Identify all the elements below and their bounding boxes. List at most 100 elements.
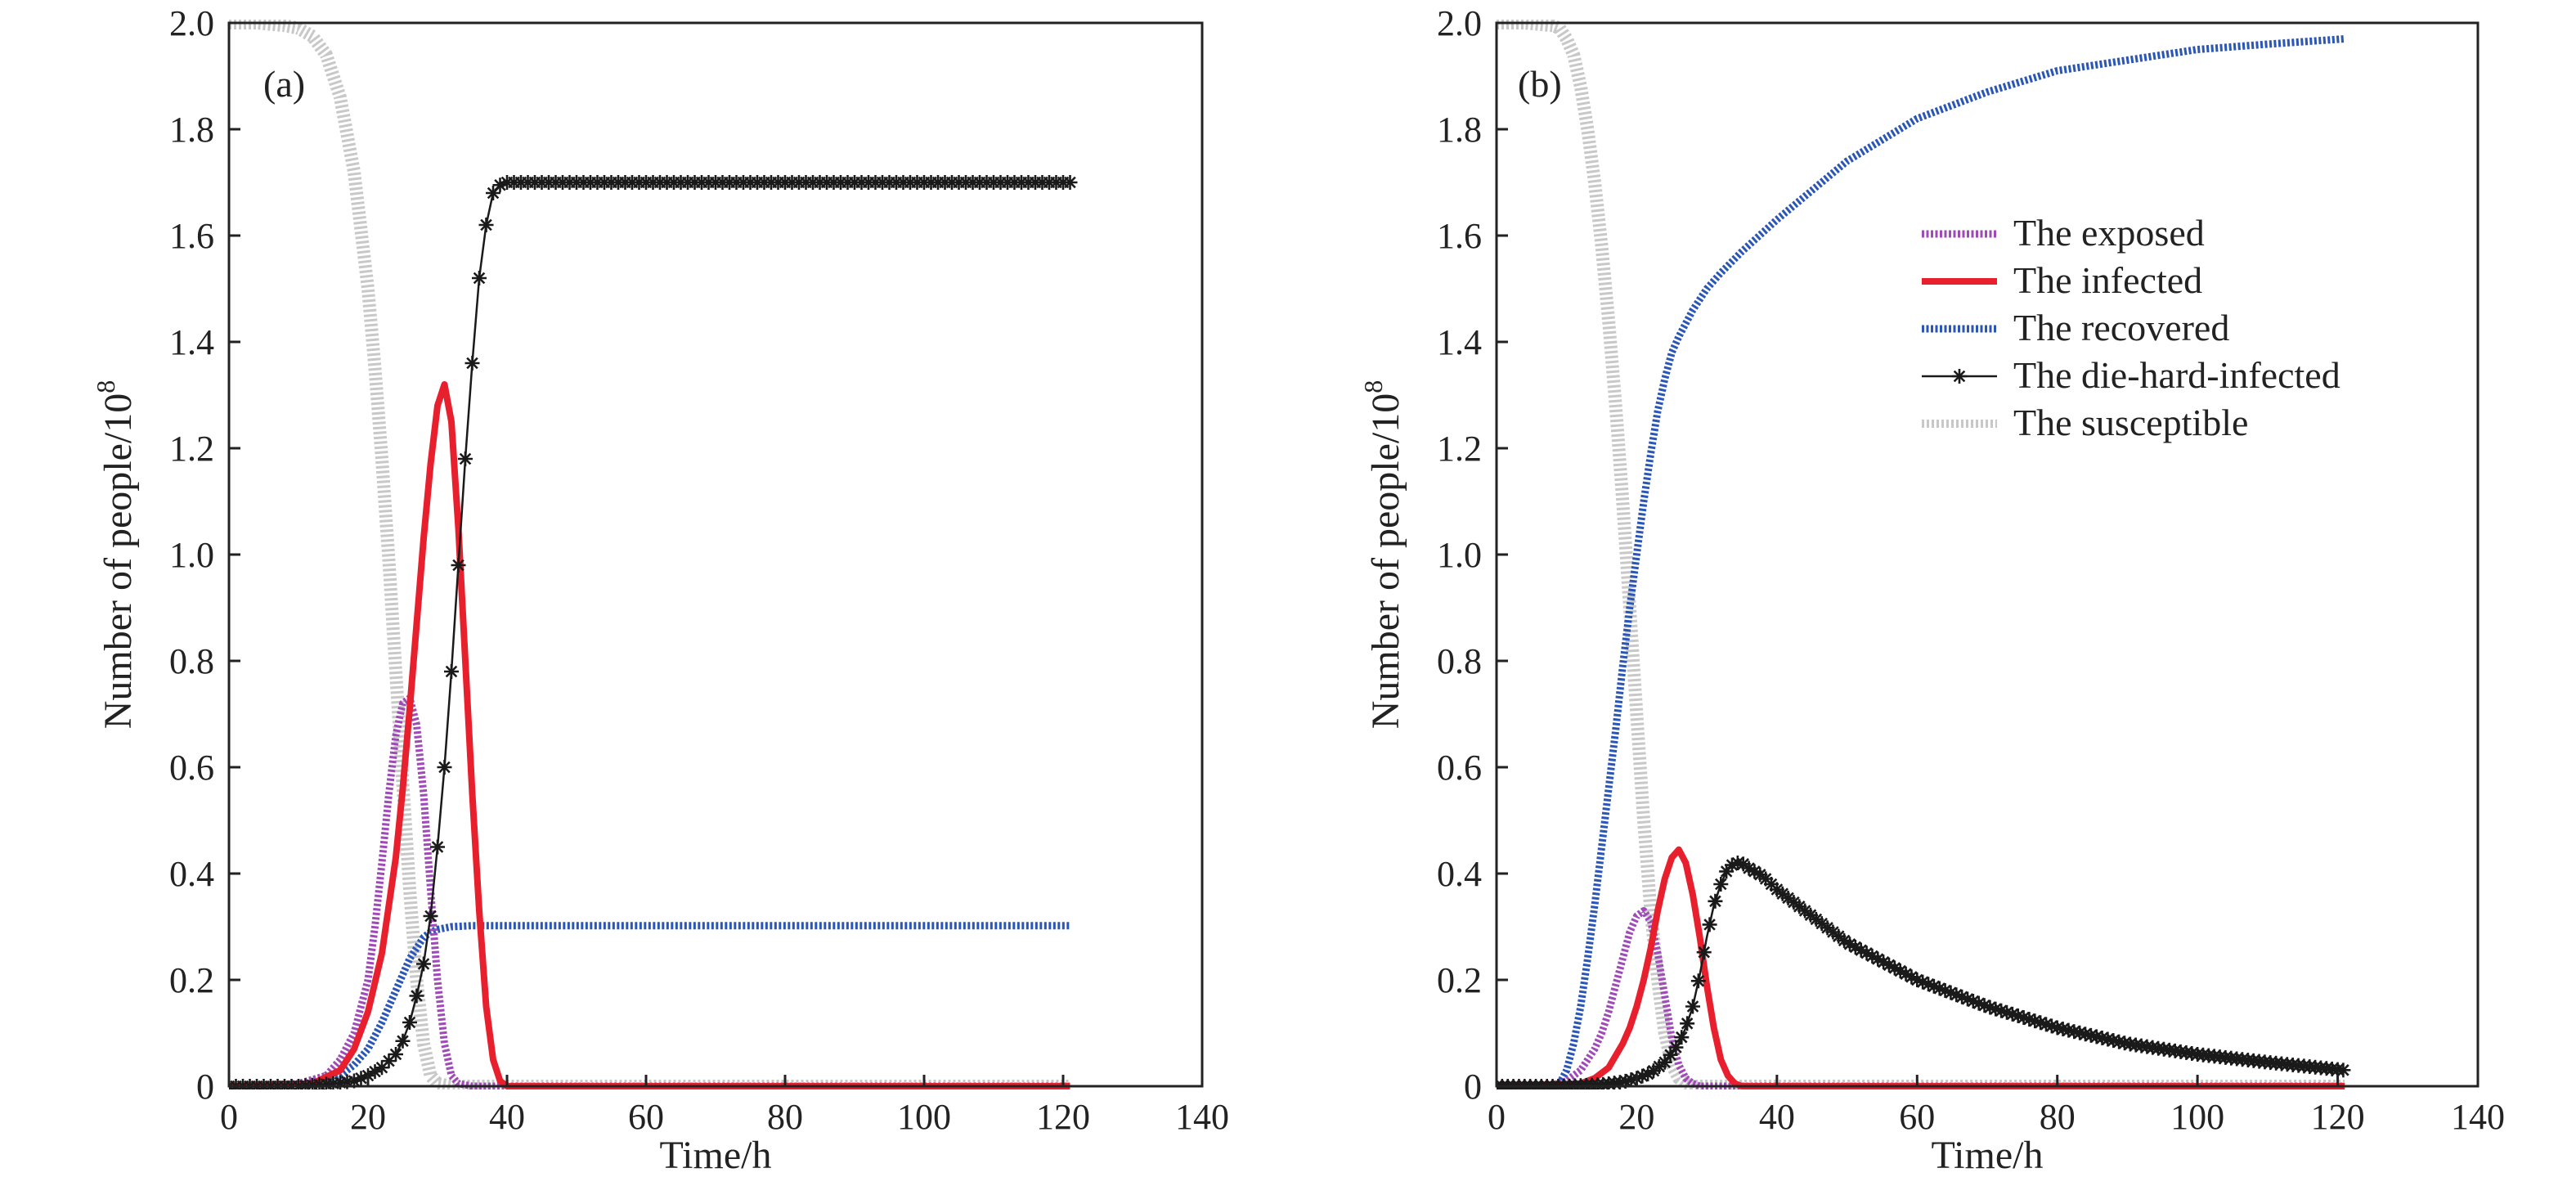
data-point-die-hard-infected xyxy=(2055,1022,2071,1037)
data-point-die-hard-infected xyxy=(402,1015,417,1030)
series-line-exposed xyxy=(229,694,1070,1089)
x-tick-label: 40 xyxy=(489,1097,525,1137)
panel-a-x-axis: 0 20 40 60 80 100 120 140 xyxy=(220,1075,1229,1137)
data-point-die-hard-infected xyxy=(1657,1054,1672,1070)
y-tick-label: 1.6 xyxy=(169,216,214,256)
series-die-hard-infected xyxy=(1497,856,2351,1089)
x-tick-label: 20 xyxy=(1618,1097,1654,1137)
x-tick-label: 60 xyxy=(1899,1097,1935,1137)
panel-a-plot-area xyxy=(229,20,1078,1089)
y-tick-label: 0.8 xyxy=(1437,641,1482,681)
series-recovered xyxy=(1497,35,2345,1089)
x-tick-label: 20 xyxy=(350,1097,386,1137)
panel-b-x-axis: 0 20 40 60 80 100 120 140 xyxy=(1488,1075,2505,1137)
series-infected xyxy=(229,381,1070,1089)
y-tick-label: 1.0 xyxy=(169,535,214,575)
series-exposed xyxy=(229,694,1070,1089)
x-tick-label: 140 xyxy=(1175,1097,1229,1137)
panel-b-label: (b) xyxy=(1518,63,1562,105)
y-tick-label: 0 xyxy=(1464,1067,1482,1107)
data-point-die-hard-infected xyxy=(1680,1016,1695,1031)
series-line-exposed xyxy=(1497,907,2345,1089)
legend-item-infected: The infected xyxy=(1922,259,2202,301)
y-tick-label: 1.0 xyxy=(1437,535,1482,575)
panel-a-y-axis-title: Number of people/108 xyxy=(91,380,140,730)
y-tick-label: 0.4 xyxy=(1437,854,1482,894)
series-die-hard-infected xyxy=(229,175,1078,1089)
panel-b-frame xyxy=(1495,21,2480,1088)
x-tick-label: 0 xyxy=(220,1097,238,1137)
x-tick-label: 100 xyxy=(897,1097,951,1137)
series-recovered xyxy=(229,922,1070,1089)
panel-a-y-axis: 0 0.2 0.4 0.6 0.8 1.0 1.2 1.4 1.6 1.8 2.0 xyxy=(169,3,240,1107)
legend-item-exposed: The exposed xyxy=(1922,212,2205,254)
y-tick-label: 0.6 xyxy=(169,748,214,788)
data-point-die-hard-infected xyxy=(395,1033,411,1049)
series-infected xyxy=(1497,846,2345,1089)
y-tick-label: 2.0 xyxy=(1437,3,1482,43)
data-point-die-hard-infected xyxy=(458,451,473,466)
data-point-die-hard-infected xyxy=(388,1047,403,1062)
y-tick-label: 1.4 xyxy=(169,322,214,362)
series-line-infected xyxy=(229,381,1070,1089)
series-line-die-hard-infected xyxy=(229,181,1070,1088)
y-tick-label: 1.8 xyxy=(169,110,214,150)
legend-label-susceptible: The susceptible xyxy=(2013,402,2248,443)
x-tick-label: 100 xyxy=(2170,1097,2224,1137)
y-tick-label: 0.4 xyxy=(169,854,214,894)
y-tick-label: 0.2 xyxy=(1437,960,1482,1000)
data-point-die-hard-infected xyxy=(1690,973,1706,989)
legend-label-die-hard-infected: The die-hard-infected xyxy=(2013,354,2340,396)
panel-a: 0 20 40 60 80 100 120 140 0 0.2 0.4 0.6 0.8 1.0 1.2 1.… xyxy=(91,3,1229,1177)
data-point-die-hard-infected xyxy=(444,664,459,679)
x-tick-label: 80 xyxy=(2040,1097,2076,1137)
series-line-recovered xyxy=(229,922,1070,1089)
data-point-die-hard-infected xyxy=(1663,1047,1678,1062)
y-tick-label: 1.4 xyxy=(1437,322,1482,362)
panel-b-y-axis: 0 0.2 0.4 0.6 0.8 1.0 1.2 1.4 1.6 1.8 2.0 xyxy=(1437,3,1508,1107)
series-line-susceptible xyxy=(1497,20,2345,1089)
data-point-die-hard-infected xyxy=(1713,877,1729,892)
legend-item-susceptible: The susceptible xyxy=(1922,402,2248,443)
legend-label-recovered: The recovered xyxy=(2013,307,2229,348)
series-exposed xyxy=(1497,907,2345,1089)
x-tick-label: 140 xyxy=(2451,1097,2505,1137)
x-tick-label: 0 xyxy=(1488,1097,1506,1137)
panel-b-y-axis-title-text: Number of people/10 xyxy=(1364,393,1407,730)
panel-a-y-axis-title-exponent: 8 xyxy=(91,380,120,393)
data-point-die-hard-infected xyxy=(1708,893,1723,909)
panel-b-plot-area xyxy=(1497,20,2351,1089)
legend: The exposed The infected The recovered T… xyxy=(1922,212,2340,443)
data-point-die-hard-infected xyxy=(472,271,487,285)
panel-b-y-axis-title: Number of people/108 xyxy=(1358,380,1407,730)
y-tick-label: 1.6 xyxy=(1437,216,1482,256)
y-tick-label: 2.0 xyxy=(169,3,214,43)
legend-label-infected: The infected xyxy=(2013,259,2202,301)
x-tick-label: 40 xyxy=(1759,1097,1795,1137)
data-point-die-hard-infected xyxy=(423,909,438,923)
legend-label-exposed: The exposed xyxy=(2013,212,2205,254)
y-tick-label: 1.8 xyxy=(1437,110,1482,150)
data-point-die-hard-infected xyxy=(437,760,452,775)
data-point-die-hard-infected xyxy=(430,839,445,855)
y-tick-label: 0.8 xyxy=(169,641,214,681)
data-point-die-hard-infected xyxy=(2336,1062,2351,1078)
y-tick-label: 0.6 xyxy=(1437,748,1482,788)
data-point-die-hard-infected xyxy=(451,558,466,573)
series-line-recovered xyxy=(1497,35,2345,1089)
data-point-die-hard-infected xyxy=(478,218,494,232)
legend-item-die-hard-infected: The die-hard-infected xyxy=(1922,354,2340,396)
series-line-infected xyxy=(1497,846,2345,1089)
legend-marker-die-hard-infected xyxy=(1952,369,1967,384)
data-point-die-hard-infected xyxy=(1696,945,1712,960)
y-tick-label: 1.2 xyxy=(169,429,214,469)
panel-b-y-axis-title-exponent: 8 xyxy=(1358,380,1388,393)
x-tick-label: 120 xyxy=(1036,1097,1090,1137)
panel-a-label: (a) xyxy=(263,63,305,105)
y-tick-label: 0 xyxy=(196,1067,214,1107)
legend-item-recovered: The recovered xyxy=(1922,307,2229,348)
panel-b: 0 20 40 60 80 100 120 140 0 0.2 0.4 0.6 0.8 1.0 1.2 1.… xyxy=(1358,3,2505,1177)
data-point-die-hard-infected xyxy=(1685,999,1700,1014)
panel-a-y-axis-title-text: Number of people/10 xyxy=(96,393,140,730)
